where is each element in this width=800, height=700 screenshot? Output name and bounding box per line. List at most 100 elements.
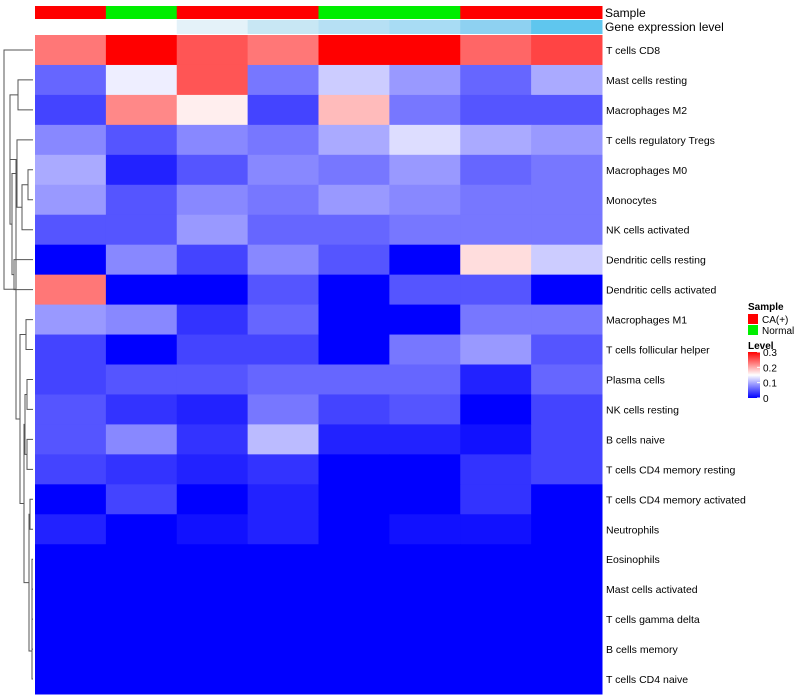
heatmap-cell bbox=[105, 304, 178, 336]
heatmap-cell bbox=[318, 574, 390, 605]
annotation-cell-2-6 bbox=[389, 20, 461, 34]
heatmap-cell bbox=[531, 64, 603, 96]
annotation-cell-2-5 bbox=[318, 20, 390, 34]
heatmap-cell bbox=[531, 244, 603, 276]
heatmap-cell bbox=[35, 364, 107, 395]
dendrogram-branch bbox=[29, 498, 33, 530]
row-label: Neutrophils bbox=[606, 524, 659, 536]
annotation-cell-2-1 bbox=[35, 20, 107, 34]
heatmap-cell bbox=[318, 274, 390, 306]
heatmap-cell bbox=[35, 124, 107, 156]
annotation-title-expression: Gene expression level bbox=[605, 20, 724, 34]
heatmap-cell bbox=[247, 214, 319, 246]
annotation-cell-1-8 bbox=[531, 6, 603, 19]
heatmap-cell bbox=[531, 664, 603, 695]
heatmap-cell bbox=[35, 304, 107, 336]
row-label: Dendritic cells activated bbox=[606, 285, 716, 297]
heatmap-cell bbox=[247, 274, 319, 306]
heatmap-cell bbox=[247, 664, 319, 695]
heatmap-cell bbox=[531, 35, 603, 66]
heatmap-cell bbox=[318, 454, 390, 485]
heatmap-cell bbox=[318, 94, 390, 126]
row-label: Mast cells resting bbox=[606, 75, 687, 87]
heatmap-cell bbox=[460, 274, 532, 306]
heatmap-cell bbox=[35, 514, 107, 545]
heatmap-cell bbox=[389, 574, 461, 605]
heatmap-cell bbox=[389, 35, 461, 66]
heatmap-cell bbox=[176, 64, 249, 96]
column-annotations bbox=[35, 6, 603, 34]
row-label: T cells gamma delta bbox=[606, 614, 700, 626]
heatmap-cell bbox=[105, 664, 178, 695]
row-label: Monocytes bbox=[606, 195, 657, 207]
heatmap-cell bbox=[176, 664, 249, 695]
heatmap-cell bbox=[318, 424, 390, 455]
heatmap-cell bbox=[318, 634, 390, 665]
heatmap-cell bbox=[176, 274, 249, 306]
heatmap-cell bbox=[35, 274, 107, 306]
heatmap-cell bbox=[35, 574, 107, 605]
heatmap-cell bbox=[389, 664, 461, 695]
legend-swatch bbox=[748, 314, 758, 324]
heatmap-cell bbox=[176, 424, 249, 455]
heatmap-cell bbox=[176, 244, 249, 276]
row-label: Macrophages M2 bbox=[606, 105, 687, 117]
heatmap-cell bbox=[247, 574, 319, 605]
heatmap-cell bbox=[460, 544, 532, 575]
heatmap-cell bbox=[389, 94, 461, 126]
legend-tick-label: 0.1 bbox=[763, 379, 777, 390]
heatmap-cell bbox=[105, 35, 178, 66]
heatmap-cell bbox=[389, 544, 461, 575]
row-label: T cells CD4 memory activated bbox=[606, 494, 746, 506]
row-label: NK cells activated bbox=[606, 225, 690, 237]
heatmap-cell bbox=[460, 184, 532, 216]
heatmap-cell bbox=[389, 514, 461, 545]
heatmap-cell bbox=[460, 484, 532, 515]
row-label: Plasma cells bbox=[606, 374, 665, 386]
heatmap-cell bbox=[35, 214, 107, 246]
heatmap-cell bbox=[460, 664, 532, 695]
heatmap-cell bbox=[176, 454, 249, 485]
heatmap-cell bbox=[389, 634, 461, 665]
annotation-title-sample: Sample bbox=[605, 6, 646, 20]
heatmap-cell bbox=[176, 124, 249, 156]
heatmap-cell bbox=[176, 35, 249, 66]
heatmap-cell bbox=[105, 214, 178, 246]
heatmap-cell bbox=[247, 604, 319, 635]
heatmap-cell bbox=[35, 454, 107, 485]
heatmap-cell bbox=[389, 124, 461, 156]
heatmap-cell bbox=[460, 364, 532, 395]
annotation-cell-2-4 bbox=[247, 20, 319, 34]
heatmap-cell bbox=[105, 154, 178, 186]
heatmap-cell bbox=[35, 184, 107, 216]
heatmap-cell bbox=[531, 514, 603, 545]
heatmap-cell bbox=[318, 514, 390, 545]
heatmap-cell bbox=[176, 334, 249, 365]
heatmap-cell bbox=[176, 394, 249, 425]
annotation-cell-1-1 bbox=[35, 6, 107, 19]
row-label: T cells CD4 naive bbox=[606, 674, 688, 686]
annotation-cell-1-5 bbox=[318, 6, 390, 19]
heatmap-cell bbox=[318, 64, 390, 96]
heatmap-cell bbox=[35, 544, 107, 575]
heatmap-cell bbox=[389, 604, 461, 635]
heatmap-cell bbox=[247, 244, 319, 276]
heatmap-cell bbox=[460, 634, 532, 665]
heatmap-cell bbox=[318, 334, 390, 365]
heatmap-cell bbox=[389, 244, 461, 276]
heatmap-cell bbox=[460, 64, 532, 96]
heatmap-cell bbox=[460, 214, 532, 246]
heatmap-cell bbox=[531, 484, 603, 515]
heatmap-cell bbox=[105, 634, 178, 665]
dendrogram-branch bbox=[3, 49, 33, 290]
heatmap-cell bbox=[460, 35, 532, 66]
heatmap-cell bbox=[318, 364, 390, 395]
heatmap-cell bbox=[105, 514, 178, 545]
heatmap-cell bbox=[318, 35, 390, 66]
row-dendrogram bbox=[3, 49, 33, 680]
row-label: Dendritic cells resting bbox=[606, 255, 706, 267]
legend-swatch bbox=[748, 325, 758, 335]
heatmap-cell bbox=[247, 394, 319, 425]
